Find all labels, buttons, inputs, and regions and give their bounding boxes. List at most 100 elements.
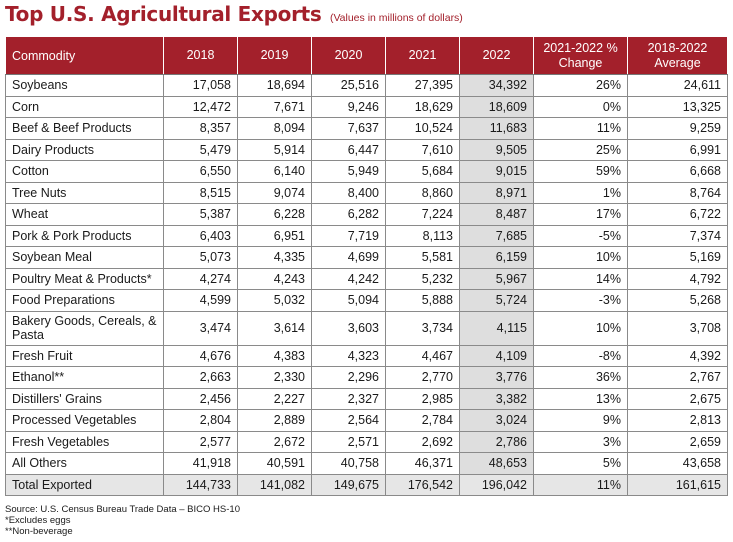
- value-cell: 18,609: [459, 95, 534, 118]
- commodity-cell: Distillers' Grains: [5, 387, 164, 410]
- commodity-cell: Ethanol**: [5, 366, 164, 389]
- value-cell: 176,542: [385, 473, 460, 496]
- value-cell: 3,382: [459, 387, 534, 410]
- value-cell: 8,113: [385, 224, 460, 247]
- value-cell: 1%: [533, 181, 628, 204]
- value-cell: 5,073: [163, 246, 238, 269]
- value-cell: 3,614: [237, 310, 312, 346]
- commodity-cell: Beef & Beef Products: [5, 117, 164, 140]
- value-cell: 3,603: [311, 310, 386, 346]
- footnote: **Non-beverage: [5, 526, 73, 537]
- value-cell: 9,259: [627, 117, 728, 140]
- value-cell: 5,967: [459, 267, 534, 290]
- table-body: Soybeans 17,058 18,694 25,516 27,395 34,392 26…: [5, 74, 728, 496]
- value-cell: 4,109: [459, 344, 534, 367]
- title-row: Top U.S. Agricultural Exports (Values in…: [5, 2, 463, 30]
- value-cell: 4,699: [311, 246, 386, 269]
- column-header: 2019: [237, 36, 312, 75]
- table-row: Corn 12,472 7,671 9,246 18,629 18,609 0% 13,325: [5, 95, 728, 118]
- value-cell: 6,447: [311, 138, 386, 161]
- value-cell: -8%: [533, 344, 628, 367]
- value-cell: 8,860: [385, 181, 460, 204]
- footnotes: Source: U.S. Census Bureau Trade Data – …: [5, 504, 240, 537]
- value-cell: 2,767: [627, 366, 728, 389]
- value-cell: 5,232: [385, 267, 460, 290]
- value-cell: 9,015: [459, 160, 534, 183]
- value-cell: 6,550: [163, 160, 238, 183]
- commodity-cell: Cotton: [5, 160, 164, 183]
- value-cell: 4,243: [237, 267, 312, 290]
- value-cell: 12,472: [163, 95, 238, 118]
- value-cell: 2,456: [163, 387, 238, 410]
- value-cell: 46,371: [385, 452, 460, 475]
- value-cell: 8,094: [237, 117, 312, 140]
- value-cell: 43,658: [627, 452, 728, 475]
- value-cell: 4,383: [237, 344, 312, 367]
- value-cell: 11,683: [459, 117, 534, 140]
- table-row: Ethanol** 2,663 2,330 2,296 2,770 3,776 36% 2,7…: [5, 366, 728, 389]
- value-cell: 18,694: [237, 74, 312, 97]
- value-cell: 5,581: [385, 246, 460, 269]
- value-cell: 9,246: [311, 95, 386, 118]
- value-cell: 6,159: [459, 246, 534, 269]
- table-row: Fresh Vegetables 2,577 2,672 2,571 2,692 2,78…: [5, 430, 728, 453]
- commodity-cell: All Others: [5, 452, 164, 475]
- page-subtitle: (Values in millions of dollars): [329, 12, 463, 24]
- column-header: 2021-2022 % Change: [533, 36, 628, 75]
- value-cell: 9%: [533, 409, 628, 432]
- value-cell: 2,227: [237, 387, 312, 410]
- value-cell: 9,074: [237, 181, 312, 204]
- exports-table: Commodity 2018 2019 2020 2021 2022 2021-…: [5, 36, 728, 496]
- value-cell: 6,991: [627, 138, 728, 161]
- value-cell: 6,403: [163, 224, 238, 247]
- column-header: 2021: [385, 36, 460, 75]
- source-note: Source: U.S. Census Bureau Trade Data – …: [5, 504, 240, 515]
- commodity-cell: Soybeans: [5, 74, 164, 97]
- value-cell: 7,685: [459, 224, 534, 247]
- value-cell: 5,479: [163, 138, 238, 161]
- value-cell: 2,327: [311, 387, 386, 410]
- value-cell: 7,374: [627, 224, 728, 247]
- value-cell: 40,591: [237, 452, 312, 475]
- value-cell: 4,392: [627, 344, 728, 367]
- table-row: Wheat 5,387 6,228 6,282 7,224 8,487 17% 6,722: [5, 203, 728, 226]
- value-cell: 36%: [533, 366, 628, 389]
- table-header-row: Commodity 2018 2019 2020 2021 2022 2021-…: [5, 36, 728, 75]
- value-cell: 4,792: [627, 267, 728, 290]
- table-row: Tree Nuts 8,515 9,074 8,400 8,860 8,971 1% 8,76…: [5, 181, 728, 204]
- value-cell: 14%: [533, 267, 628, 290]
- value-cell: 2,330: [237, 366, 312, 389]
- commodity-cell: Total Exported: [5, 473, 164, 496]
- value-cell: 18,629: [385, 95, 460, 118]
- value-cell: 8,357: [163, 117, 238, 140]
- value-cell: 3,708: [627, 310, 728, 346]
- commodity-cell: Fresh Fruit: [5, 344, 164, 367]
- table-row: Processed Vegetables 2,804 2,889 2,564 2,784…: [5, 409, 728, 432]
- value-cell: 2,577: [163, 430, 238, 453]
- value-cell: 141,082: [237, 473, 312, 496]
- table-row: Soybean Meal 5,073 4,335 4,699 5,581 6,159 10%…: [5, 246, 728, 269]
- column-header: 2020: [311, 36, 386, 75]
- value-cell: 149,675: [311, 473, 386, 496]
- value-cell: 5,949: [311, 160, 386, 183]
- table-row: Food Preparations 4,599 5,032 5,094 5,888 5,7…: [5, 289, 728, 312]
- value-cell: 7,224: [385, 203, 460, 226]
- value-cell: 2,985: [385, 387, 460, 410]
- table-row: Cotton 6,550 6,140 5,949 5,684 9,015 59% 6,668: [5, 160, 728, 183]
- value-cell: 40,758: [311, 452, 386, 475]
- column-header: 2022: [459, 36, 534, 75]
- value-cell: 8,515: [163, 181, 238, 204]
- value-cell: 2,672: [237, 430, 312, 453]
- value-cell: 13,325: [627, 95, 728, 118]
- value-cell: 5,268: [627, 289, 728, 312]
- value-cell: 8,764: [627, 181, 728, 204]
- value-cell: 5,888: [385, 289, 460, 312]
- value-cell: 7,610: [385, 138, 460, 161]
- commodity-cell: Soybean Meal: [5, 246, 164, 269]
- value-cell: 9,505: [459, 138, 534, 161]
- value-cell: 4,115: [459, 310, 534, 346]
- value-cell: 2,770: [385, 366, 460, 389]
- commodity-cell: Wheat: [5, 203, 164, 226]
- value-cell: 5,094: [311, 289, 386, 312]
- value-cell: 4,242: [311, 267, 386, 290]
